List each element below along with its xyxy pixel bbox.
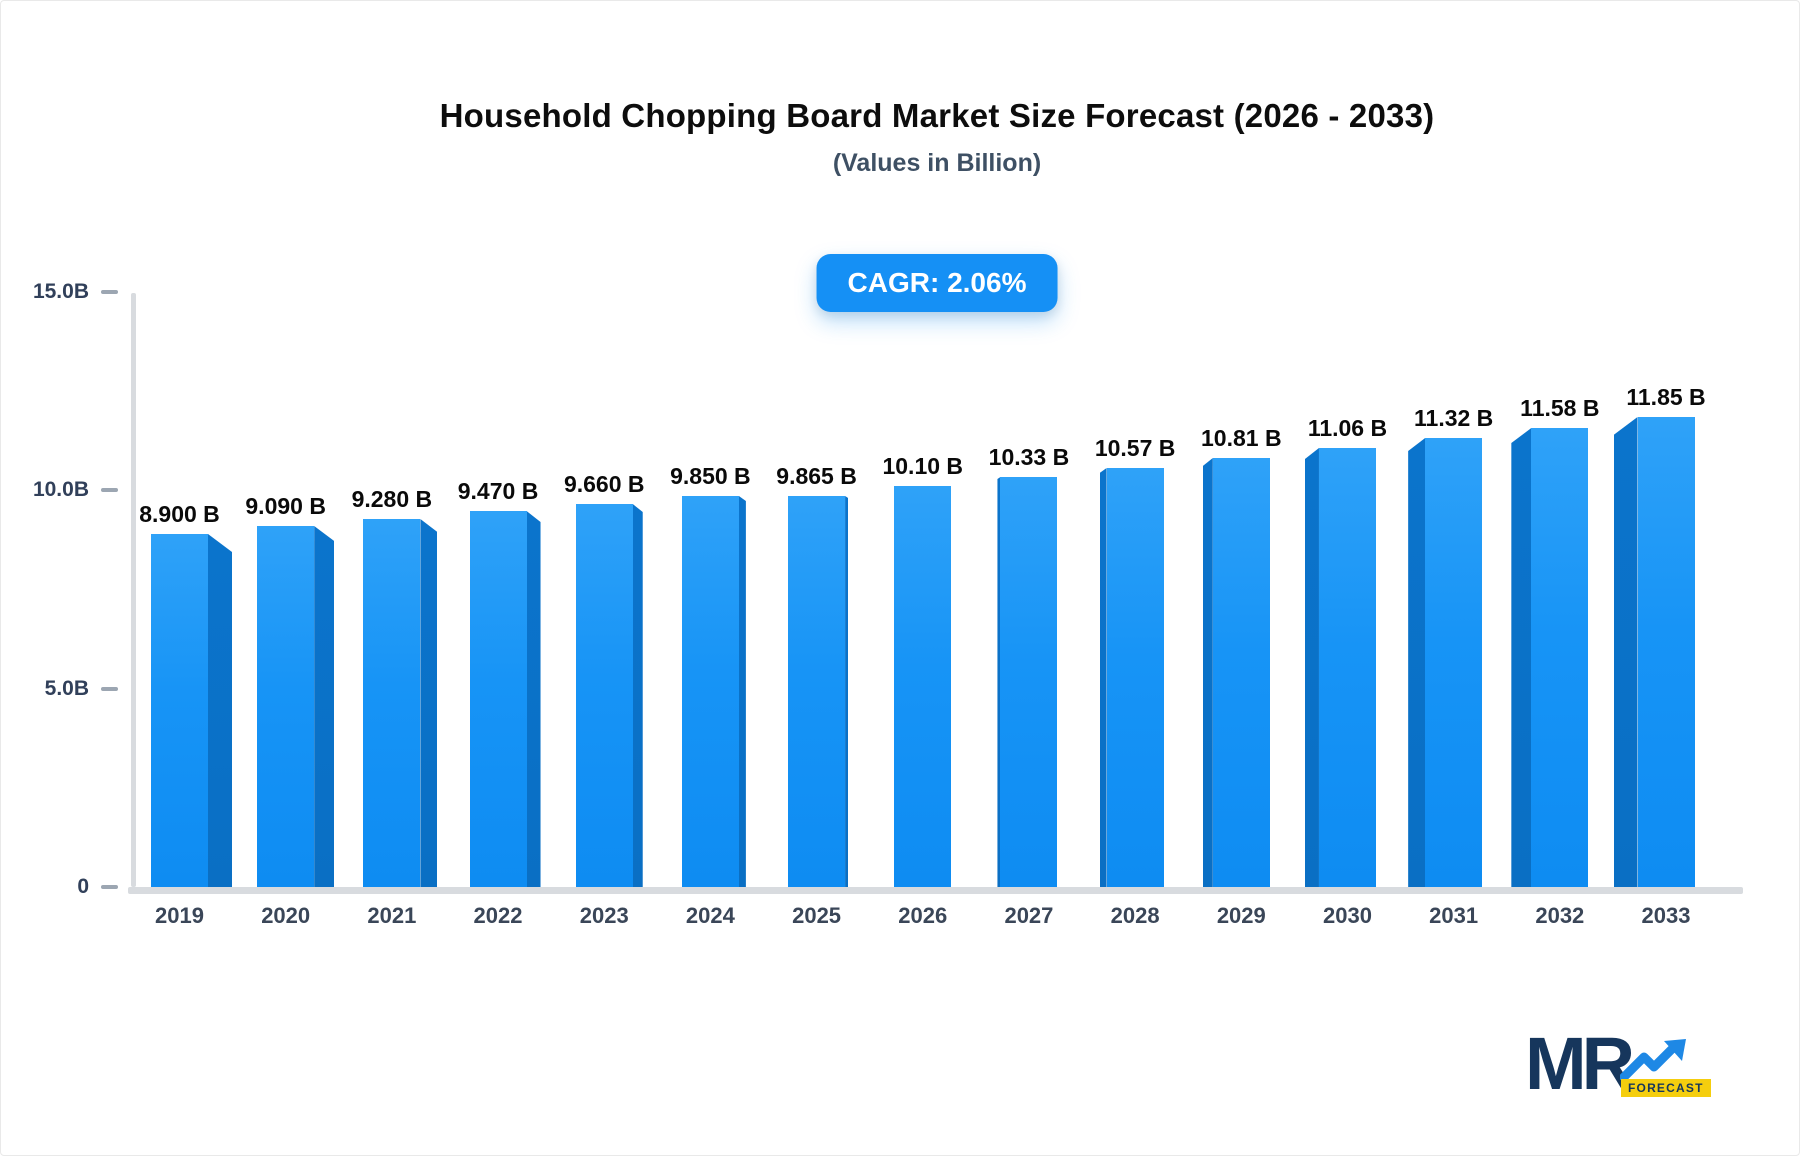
- bar-2029: [1212, 458, 1270, 887]
- bar-3d-side: [1202, 458, 1213, 887]
- x-axis-category-label: 2022: [473, 903, 523, 928]
- logo-trend-arrow-icon: [1620, 1039, 1686, 1082]
- bar-3d-side: [738, 496, 746, 887]
- bar-3d-side: [1099, 468, 1107, 887]
- bar-value-label: 9.850 B: [670, 463, 751, 489]
- bar-value-label: 9.090 B: [245, 493, 326, 519]
- x-axis-category-label: 2024: [685, 903, 735, 928]
- bar-2026: [894, 486, 952, 887]
- bar-3d-side: [1304, 448, 1319, 887]
- y-axis-tick-label: 5.0B: [44, 676, 89, 700]
- bar-value-label: 10.10 B: [882, 453, 964, 479]
- y-axis-tick-mark: [101, 885, 118, 889]
- cagr-badge: CAGR: 2.06%: [816, 254, 1058, 312]
- bar-3d-side: [208, 534, 232, 887]
- x-axis-category-label: 2026: [898, 903, 948, 928]
- y-axis-tick-mark: [101, 488, 118, 493]
- x-axis-category-label: 2032: [1535, 903, 1585, 928]
- x-axis-category-label: 2028: [1110, 903, 1160, 928]
- x-axis-category-label: 2029: [1216, 903, 1266, 928]
- bar-3d-side: [420, 519, 438, 887]
- bar-value-label: 11.85 B: [1626, 384, 1706, 410]
- bar-2019: [151, 534, 208, 887]
- bar-2021: [363, 519, 421, 887]
- bar-2031: [1425, 438, 1483, 887]
- y-axis-tick-label: 15.0B: [32, 279, 89, 303]
- bar-2024: [681, 496, 739, 887]
- bar-3d-side: [845, 496, 849, 887]
- bar-2033: [1637, 417, 1695, 887]
- bar-value-label: 9.280 B: [351, 486, 433, 512]
- chart-subtitle: (Values in Billion): [832, 149, 1042, 177]
- x-axis-category-label: 2025: [792, 903, 842, 928]
- x-axis-category-label: 2020: [261, 903, 311, 928]
- x-axis-category-label: 2031: [1429, 903, 1479, 928]
- bar-2025: [788, 496, 846, 887]
- bar-2028: [1106, 468, 1164, 887]
- x-axis-category-label: 2030: [1322, 903, 1372, 928]
- bar-value-label: 11.32 B: [1414, 405, 1494, 431]
- chart-title: Household Chopping Board Market Size For…: [439, 97, 1435, 134]
- chart-header: Household Chopping Board Market Size For…: [131, 1, 1743, 312]
- bar-2020: [257, 526, 315, 887]
- bar-2023: [575, 504, 633, 887]
- bar-3d-side: [1511, 428, 1532, 887]
- bar-value-label: 10.33 B: [988, 444, 1070, 470]
- bar-value-label: 11.58 B: [1520, 395, 1600, 421]
- logo-mr-text: MR: [1525, 1022, 1635, 1105]
- bar-2027: [1000, 477, 1058, 887]
- x-axis-category-label: 2019: [155, 903, 204, 928]
- bar-3d-side: [1408, 438, 1426, 887]
- bar-value-label: 10.57 B: [1094, 435, 1176, 461]
- y-axis-tick-label: 0: [77, 875, 89, 898]
- y-axis-line: [131, 293, 136, 887]
- bar-value-label: 11.06 B: [1307, 415, 1388, 441]
- bar-2022: [469, 511, 527, 887]
- bar-value-label: 9.660 B: [563, 471, 645, 497]
- y-axis-tick-mark: [101, 289, 118, 294]
- bar-value-label: 10.81 B: [1201, 425, 1282, 451]
- y-axis-tick-mark: [101, 686, 118, 691]
- x-axis-category-label: 2033: [1641, 903, 1691, 928]
- x-axis-category-label: 2023: [579, 903, 629, 928]
- x-axis-category-label: 2027: [1004, 903, 1054, 928]
- bar-value-label: 8.900 B: [139, 501, 220, 527]
- bar-2030: [1318, 448, 1376, 887]
- brand-logo: MR FORECAST: [1525, 1022, 1711, 1105]
- bar-2032: [1531, 428, 1589, 887]
- y-axis-tick-label: 10.0B: [32, 478, 89, 502]
- bar-3d-side: [632, 504, 643, 887]
- bar-3d-side: [314, 526, 335, 887]
- bar-3d-side: [1613, 417, 1638, 887]
- x-axis-baseline: [128, 887, 1743, 894]
- bar-value-label: 9.865 B: [776, 463, 857, 489]
- x-axis-category-label: 2021: [367, 903, 417, 928]
- bar-value-label: 9.470 B: [457, 478, 539, 504]
- logo-forecast-text: FORECAST: [1621, 1079, 1711, 1097]
- bar-3d-side: [997, 477, 1001, 887]
- bar-3d-side: [526, 511, 541, 887]
